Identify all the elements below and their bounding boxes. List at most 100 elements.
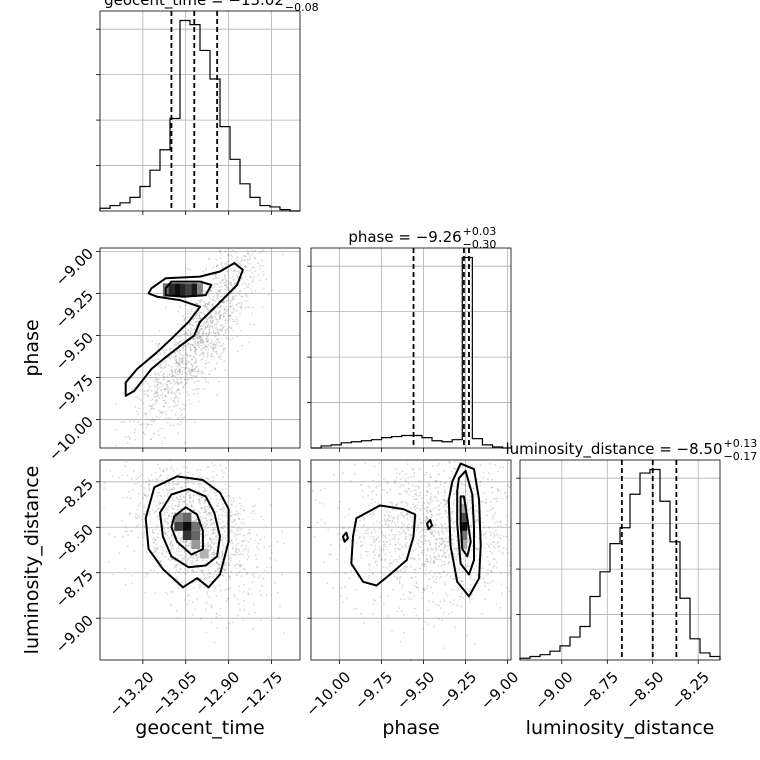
- sample-point: [178, 363, 181, 366]
- sample-point: [353, 472, 356, 475]
- sample-point: [448, 554, 450, 557]
- sample-point: [320, 518, 323, 521]
- sample-point: [341, 527, 344, 530]
- sample-point: [399, 493, 402, 496]
- sample-point: [405, 538, 407, 540]
- sample-point: [202, 340, 205, 343]
- y-axis-label-phase: phase: [21, 319, 43, 376]
- sample-point: [226, 269, 229, 272]
- sample-point: [144, 591, 147, 594]
- sample-point: [491, 507, 493, 510]
- sample-point: [139, 423, 142, 426]
- sample-point: [220, 282, 222, 284]
- sample-point: [193, 346, 195, 348]
- sample-point: [196, 518, 199, 521]
- sample-point: [227, 597, 230, 600]
- sample-point: [192, 561, 195, 564]
- sample-point: [553, 469, 555, 471]
- sample-point: [209, 513, 212, 516]
- sample-point: [136, 430, 138, 432]
- sample-point: [378, 462, 381, 465]
- sample-point: [224, 250, 227, 253]
- sample-point: [193, 581, 196, 584]
- sample-point: [229, 306, 232, 309]
- sample-point: [218, 567, 221, 570]
- sample-point: [195, 518, 198, 521]
- sample-point: [427, 518, 429, 521]
- sample-point: [391, 537, 394, 540]
- sample-point: [190, 329, 193, 332]
- sample-point: [468, 590, 471, 592]
- sample-point: [176, 617, 179, 620]
- sample-point: [217, 311, 220, 314]
- sample-point: [274, 153, 276, 155]
- sample-point: [208, 257, 211, 260]
- sample-point: [404, 570, 406, 573]
- sample-point: [204, 344, 207, 347]
- sample-point: [212, 584, 215, 587]
- sample-point: [212, 529, 215, 532]
- sample-point: [176, 370, 179, 373]
- sample-point: [465, 490, 468, 493]
- sample-point: [184, 353, 187, 355]
- sample-point: [486, 510, 489, 512]
- sample-point: [406, 525, 409, 528]
- sample-point: [217, 337, 220, 340]
- sample-point: [400, 501, 403, 504]
- sample-point: [185, 379, 188, 381]
- sample-point: [435, 555, 437, 558]
- sample-point: [190, 369, 193, 371]
- sample-point: [191, 559, 194, 562]
- sample-point: [408, 494, 411, 496]
- sample-point: [187, 557, 190, 560]
- sample-point: [223, 564, 226, 567]
- sample-point: [206, 520, 209, 523]
- contour-1: [159, 488, 221, 569]
- sample-point: [186, 559, 189, 562]
- sample-point: [208, 512, 211, 515]
- sample-point: [373, 528, 376, 531]
- sample-point: [259, 539, 262, 541]
- sample-point: [513, 534, 515, 536]
- sample-point: [227, 273, 230, 276]
- sample-point: [231, 295, 234, 298]
- sample-point: [227, 561, 230, 564]
- sample-point: [237, 275, 239, 278]
- sample-point: [442, 469, 445, 472]
- sample-point: [403, 598, 406, 601]
- sample-point: [406, 454, 408, 456]
- sample-point: [211, 556, 213, 559]
- sample-point: [186, 345, 189, 348]
- sample-point: [202, 312, 205, 315]
- panel-title-geocent_time: geocent_time = −13.02: [104, 0, 284, 10]
- sample-point: [144, 433, 146, 436]
- sample-point: [235, 318, 238, 321]
- sample-point: [270, 215, 272, 217]
- sample-point: [480, 577, 482, 580]
- sample-point: [195, 321, 197, 323]
- sample-point: [433, 552, 435, 554]
- sample-point: [185, 372, 188, 375]
- sample-point: [214, 335, 216, 338]
- sample-point: [177, 508, 179, 511]
- sample-point: [437, 532, 440, 534]
- sample-point: [384, 523, 387, 525]
- sample-point: [167, 474, 169, 477]
- sample-point: [195, 519, 198, 522]
- sample-point: [196, 314, 199, 317]
- sample-point: [207, 541, 209, 544]
- sample-point: [234, 564, 237, 566]
- sample-point: [192, 499, 195, 502]
- sample-point: [167, 449, 169, 451]
- sample-point: [219, 317, 222, 320]
- sample-point: [207, 316, 210, 319]
- sample-point: [177, 532, 180, 534]
- sample-point: [129, 513, 131, 515]
- sample-point: [187, 544, 190, 547]
- sample-point: [182, 386, 185, 389]
- sample-point: [241, 283, 244, 286]
- sample-point: [222, 521, 225, 524]
- sample-point: [191, 305, 193, 307]
- sample-point: [449, 461, 451, 464]
- sample-point: [132, 452, 134, 454]
